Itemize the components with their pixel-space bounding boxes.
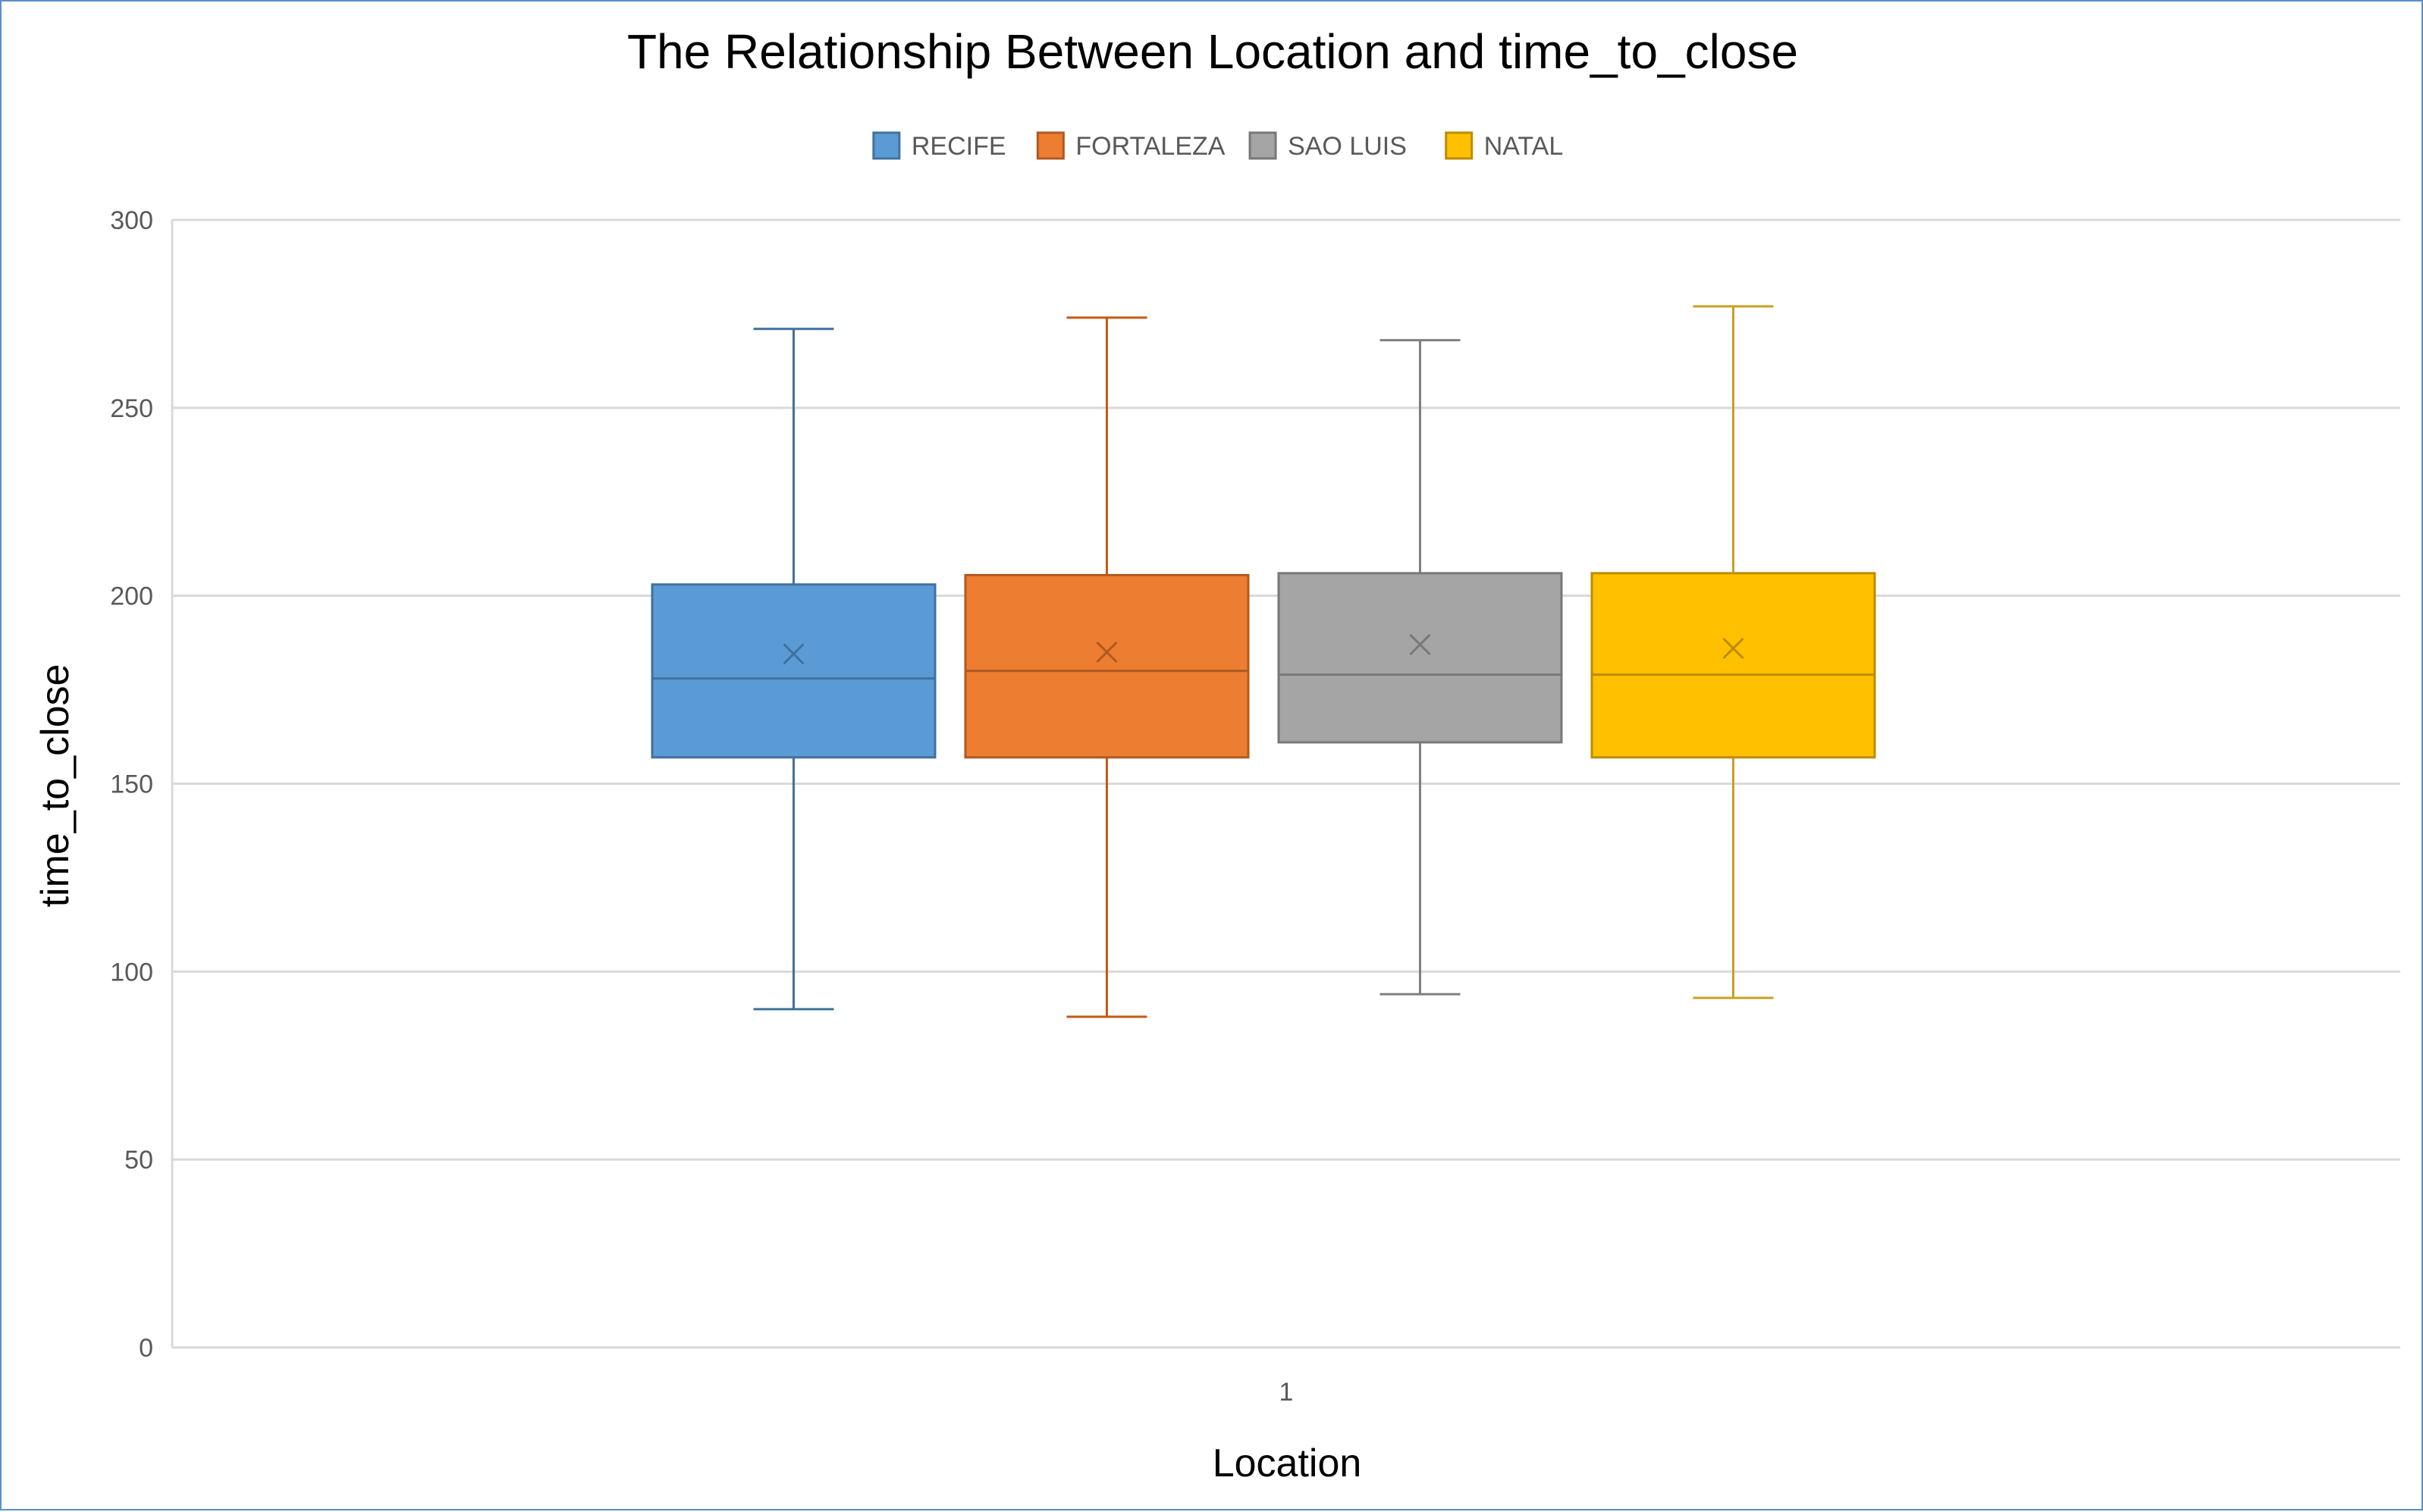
mean-marker [1409, 634, 1431, 656]
iqr-box [1277, 572, 1563, 744]
legend-swatch [1248, 131, 1277, 160]
y-tick-label: 100 [110, 958, 153, 987]
box-sao-luis [1277, 339, 1563, 996]
legend-item-sao-luis: SAO LUIS [1248, 131, 1407, 161]
mean-marker [783, 643, 805, 665]
chart-title: The Relationship Between Location and ti… [627, 24, 1798, 79]
legend-label: NATAL [1484, 132, 1564, 161]
mean-marker [1096, 641, 1118, 663]
iqr-box [1590, 572, 1876, 759]
x-axis-ticks: 1 [1279, 1378, 1294, 1407]
gridlines [171, 218, 2400, 1349]
box-fortaleza [964, 316, 1250, 1018]
iqr-box [651, 583, 937, 759]
mean-marker [1722, 637, 1744, 660]
y-axis-label: time_to_close [33, 664, 77, 908]
legend-label: RECIFE [912, 132, 1006, 161]
legend-label: SAO LUIS [1288, 132, 1407, 161]
y-tick-label: 200 [110, 582, 153, 611]
legend-item-recife: RECIFE [872, 131, 1006, 161]
y-tick-label: 250 [110, 394, 153, 423]
y-tick-label: 0 [139, 1334, 153, 1363]
y-axis-ticks: 0 50 100 150 200 250 300 [110, 206, 153, 1363]
legend: RECIFE FORTALEZA SAO LUIS NATAL [872, 131, 1564, 161]
y-tick-label: 150 [110, 770, 153, 799]
legend-item-natal: NATAL [1445, 131, 1564, 161]
legend-swatch [872, 131, 901, 160]
legend-swatch [1036, 131, 1065, 160]
legend-swatch [1445, 131, 1474, 160]
box-recife [651, 328, 937, 1011]
box-natal [1590, 305, 1876, 999]
legend-item-fortaleza: FORTALEZA [1036, 131, 1226, 161]
x-tick-label: 1 [1279, 1378, 1294, 1407]
y-tick-label: 300 [110, 206, 153, 235]
box-series [651, 305, 1876, 1018]
legend-label: FORTALEZA [1075, 132, 1225, 161]
y-tick-label: 50 [124, 1146, 153, 1175]
iqr-box [964, 573, 1250, 759]
x-axis-label: Location [1213, 1441, 1362, 1485]
